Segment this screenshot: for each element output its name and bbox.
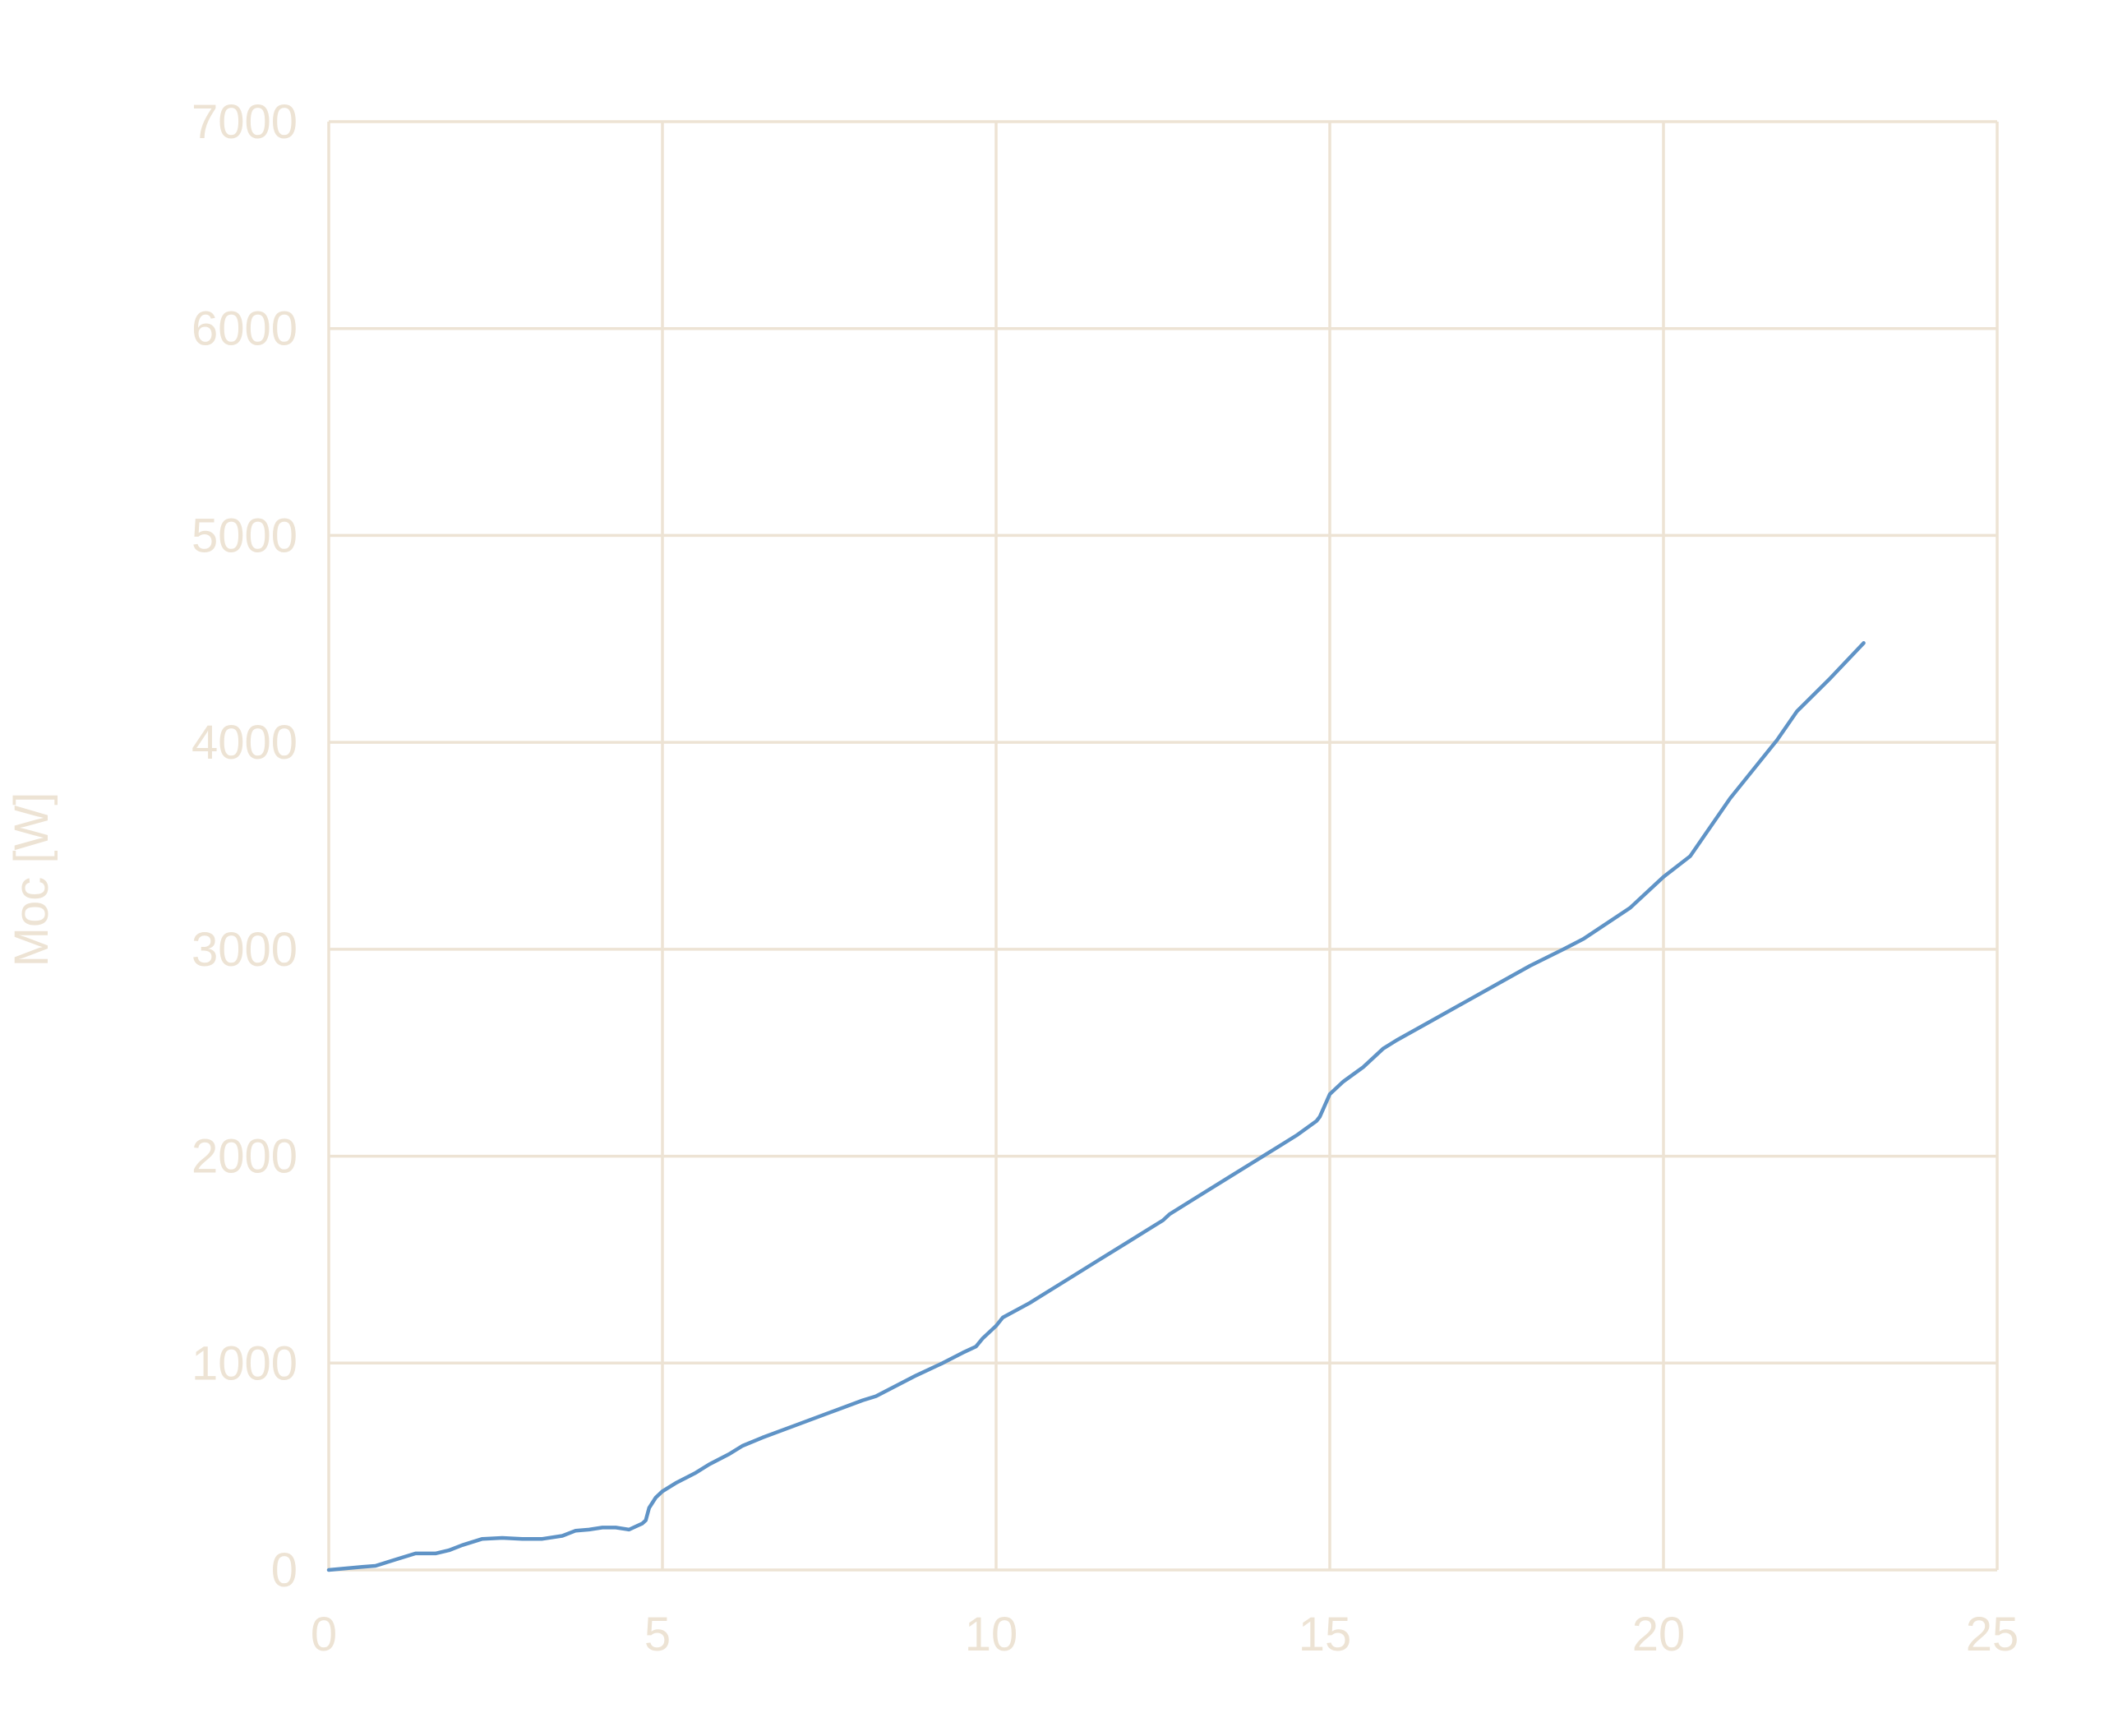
y-axis-label: Moc [W] (5, 792, 58, 967)
x-axis-ticks: 0 5 10 15 20 25 (311, 1608, 2019, 1661)
series-layer (326, 641, 1866, 1572)
y-tick-label: 6000 (191, 302, 298, 356)
y-tick-label: 7000 (191, 95, 298, 149)
y-tick-label: 5000 (191, 509, 298, 562)
x-tick-label: 5 (644, 1608, 671, 1661)
x-tick-label: 25 (1966, 1608, 2019, 1661)
y-axis-ticks: 0 1000 2000 3000 4000 5000 6000 7000 (191, 95, 298, 1597)
y-tick-label: 2000 (191, 1130, 298, 1184)
y-tick-label: 1000 (191, 1337, 298, 1390)
series-line (326, 641, 1866, 1572)
x-tick-label: 10 (965, 1608, 1018, 1661)
x-tick-label: 0 (311, 1608, 337, 1661)
y-tick-label: 3000 (191, 923, 298, 976)
x-tick-label: 15 (1299, 1608, 1352, 1661)
y-tick-label: 0 (271, 1544, 298, 1597)
y-tick-label: 4000 (191, 716, 298, 769)
x-tick-label: 20 (1632, 1608, 1686, 1661)
grid (327, 120, 1999, 1572)
